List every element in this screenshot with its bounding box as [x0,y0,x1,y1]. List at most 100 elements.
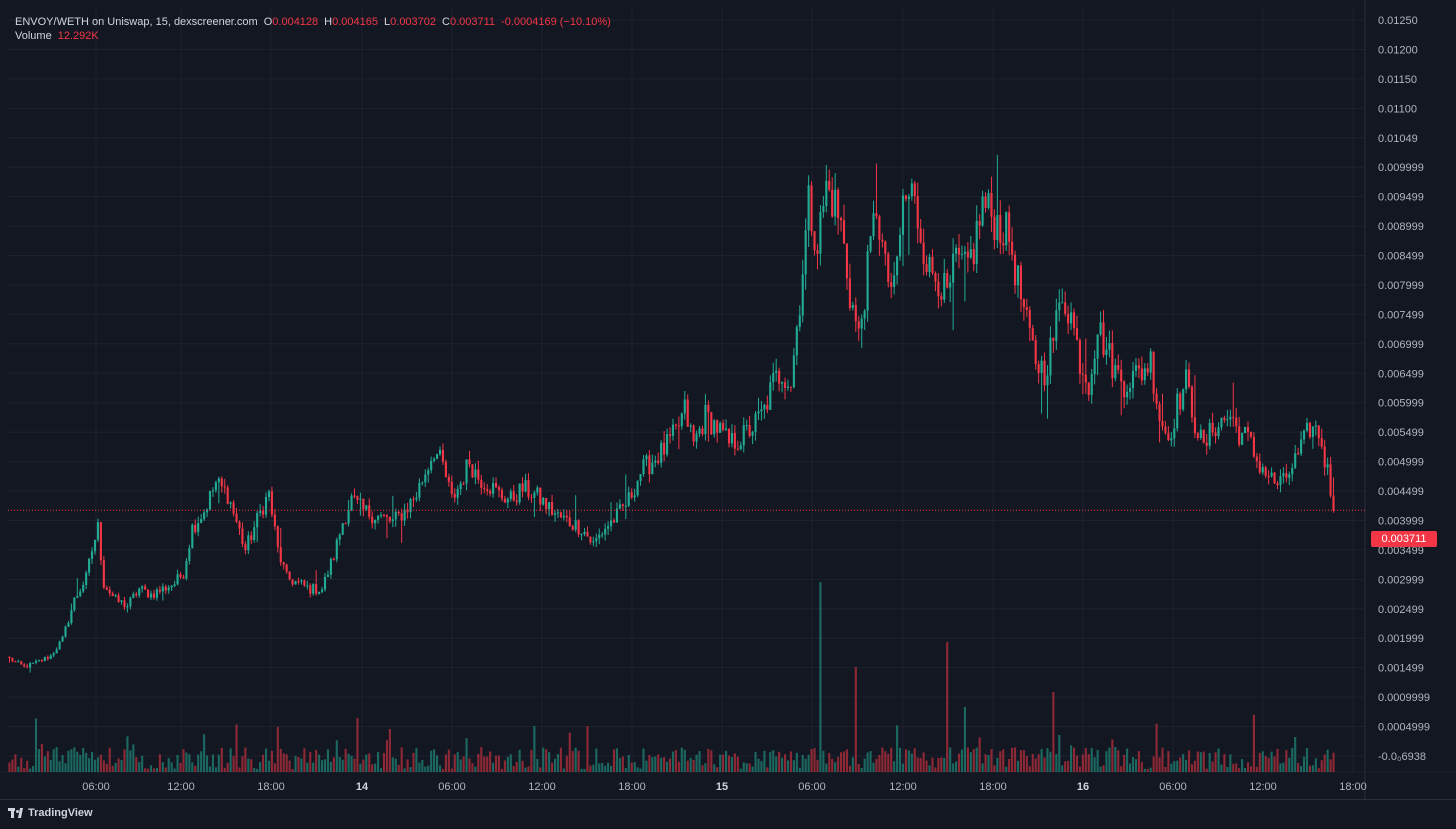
volume-bar [831,758,834,772]
candle-body [536,487,539,493]
time-axis[interactable]: 06:00 12:00 18:00 14 06:00 12:00 18:00 15 06:00 1… [82,781,1367,793]
volume-bar [586,726,589,772]
volume-bar [161,762,164,772]
volume-bar [1090,747,1093,772]
tradingview-icon [8,808,24,818]
volume-bar [748,763,751,772]
volume-bar [660,757,663,772]
volume-bar [176,754,179,772]
candle-body [1208,422,1211,446]
candle-body [1008,212,1011,242]
volume-bar [825,763,828,772]
candle-body [733,432,736,449]
volume-bar [244,747,247,772]
candle-body [966,251,969,258]
volume-bar [1143,768,1146,772]
candle-body [217,478,220,483]
volume-bar [1105,751,1108,772]
candle-body [601,534,604,536]
volume-bar [273,763,276,772]
close-label: C [442,16,450,28]
candle-body [972,249,975,265]
candle-body [359,498,362,500]
volume-bar [197,754,200,772]
volume-bar [527,766,530,772]
candle-body [456,489,459,498]
volume-bar [29,768,32,772]
candle-body [173,584,176,586]
volume-bar [141,755,144,772]
candle-body [214,482,217,491]
candle-body [1120,369,1123,382]
candle-body [1016,265,1020,286]
candle-body [1246,426,1250,432]
volume-bar [1131,757,1135,772]
candle-body [288,571,291,580]
candle-body [385,515,388,517]
volume-bar [1179,757,1182,772]
volume-bar [778,751,781,772]
candle-body [483,487,486,489]
volume-bar [881,747,884,772]
candle-body [34,661,38,663]
symbol-title[interactable]: ENVOY/WETH on Uniswap, 15, dexscreener.c… [15,16,258,28]
volume-bar [999,751,1002,772]
candle-body [1311,426,1314,438]
volume-bar [878,754,881,772]
volume-bar [739,768,742,772]
volume-bar [1087,754,1090,772]
volume-bar [1134,759,1138,772]
candle-body [518,483,521,503]
tradingview-logo[interactable]: TradingView [8,807,93,819]
candle-body [677,425,680,427]
candle-body [842,220,846,244]
candle-body [556,512,560,514]
y-tick-label: 0.003499 [1378,545,1424,557]
candle-body [1276,483,1279,486]
candle-body [326,574,330,577]
candle-body [907,196,910,200]
high-label: H [324,16,333,28]
volume-bar [966,747,969,772]
volume-bar [515,761,518,772]
candle-body [1002,243,1005,246]
candle-body [1305,422,1309,431]
candle-body [742,425,745,446]
candle-body [530,496,533,498]
candle-body [1267,475,1270,477]
candle-body [1300,439,1303,454]
candle-body [769,382,772,410]
volume-bar [542,747,545,772]
volume-bar [462,756,465,772]
open-value: 0.004128 [272,16,319,28]
volume-bar [238,767,241,772]
price-axis[interactable]: 0.01250 0.01200 0.01150 0.01100 0.01049 0.009… [1378,15,1430,763]
candle-body [1223,417,1226,421]
volume-bar [335,740,338,772]
volume-bar [279,748,282,772]
volume-bar [23,768,26,772]
volume-bar [267,760,271,772]
change-value: -0.0004169 (−10.10%) [501,16,611,28]
volume-bar [492,762,495,772]
candle-body [848,278,851,308]
volume-bar [323,759,327,772]
candle-body [1131,370,1135,389]
candle-body [524,480,527,492]
candle-body [559,512,562,518]
candle-body [276,526,279,548]
y-tick-label: 0.008499 [1378,251,1424,263]
y-tick-label: 0.009999 [1378,162,1424,174]
y-tick-label: 0.003999 [1378,515,1424,527]
candle-body [70,610,73,624]
volume-bar [17,766,20,772]
volume-bar [663,757,666,772]
volume-bar [282,753,285,772]
volume-bar [123,749,126,772]
candle-body [845,243,849,279]
candle-body [1235,417,1238,427]
volume-bar [90,751,94,772]
volume-bar [70,749,73,772]
